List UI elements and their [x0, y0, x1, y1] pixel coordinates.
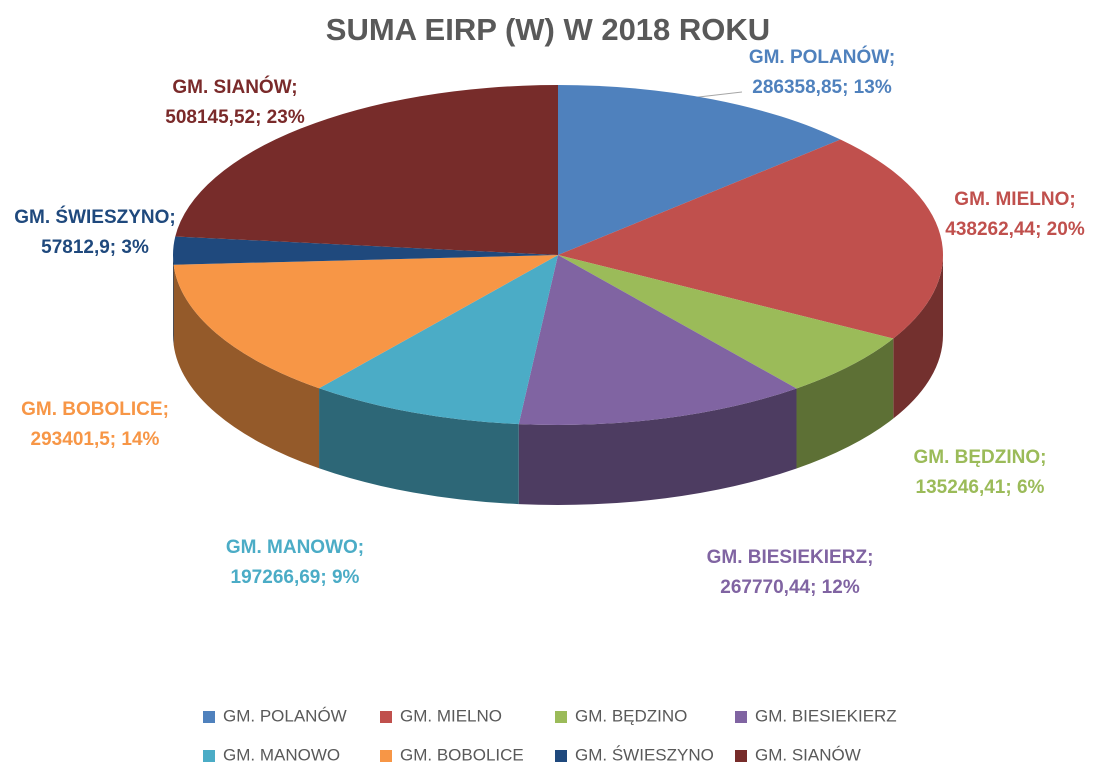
legend-swatch — [203, 750, 215, 762]
slice — [319, 255, 558, 425]
label-separator: ; — [889, 47, 895, 68]
slice-side — [319, 388, 519, 505]
data-label: GM. BĘDZINO; — [914, 447, 1047, 468]
chart-title: SUMA EIRP (W) W 2018 ROKU — [326, 12, 770, 47]
data-label: 286358,85; 13% — [752, 77, 892, 98]
slice-side — [173, 264, 320, 469]
slice — [175, 85, 558, 255]
slice — [558, 255, 894, 389]
data-label: 267770,44; 12% — [720, 577, 860, 598]
label-separator: ; — [291, 77, 297, 98]
slice — [558, 139, 943, 339]
legend-label: GM. BIESIEKIERZ — [755, 706, 897, 725]
label-separator: ; — [1069, 189, 1075, 210]
data-label: 57812,9; 3% — [41, 237, 149, 258]
pie — [173, 85, 943, 505]
slice-side — [893, 255, 943, 419]
data-label: 135246,41; 6% — [916, 477, 1045, 498]
data-label: GM. ŚWIESZYNO; — [14, 206, 176, 228]
slice — [173, 236, 558, 265]
legend-swatch — [735, 711, 747, 723]
label-category: GM. BĘDZINO — [914, 447, 1041, 468]
legend-label: GM. SIANÓW — [755, 745, 861, 764]
data-label: GM. MIELNO; — [954, 189, 1075, 210]
label-separator: ; — [1040, 447, 1046, 468]
slice-side — [518, 388, 797, 505]
data-label: 508145,52; 23% — [165, 107, 305, 128]
legend-swatch — [380, 750, 392, 762]
data-label: GM. MANOWO; — [226, 537, 364, 558]
label-category: GM. ŚWIESZYNO — [14, 206, 169, 228]
legend-label: GM. BĘDZINO — [575, 706, 687, 725]
legend-label: GM. POLANÓW — [223, 706, 347, 725]
label-category: GM. POLANÓW — [749, 46, 889, 68]
legend-label: GM. MANOWO — [223, 745, 340, 764]
label-separator: ; — [163, 399, 169, 420]
slice — [558, 85, 841, 255]
slice — [518, 255, 797, 426]
label-category: GM. SIANÓW — [172, 76, 291, 98]
label-category: GM. MANOWO — [226, 537, 358, 558]
slice-side — [796, 338, 894, 469]
slice-side — [173, 255, 174, 345]
label-separator: ; — [358, 537, 364, 558]
data-label: 197266,69; 9% — [231, 567, 360, 588]
legend-swatch — [555, 711, 567, 723]
data-label: GM. BIESIEKIERZ; — [707, 547, 874, 568]
slice — [173, 255, 558, 389]
legend-label: GM. ŚWIESZYNO — [575, 745, 714, 764]
legend-swatch — [735, 750, 747, 762]
legend-swatch — [555, 750, 567, 762]
legend-label: GM. BOBOLICE — [400, 745, 524, 764]
label-category: GM. BIESIEKIERZ — [707, 547, 868, 568]
data-label: GM. BOBOLICE; — [21, 399, 169, 420]
data-label: GM. SIANÓW; — [172, 76, 297, 98]
data-label: GM. POLANÓW; — [749, 46, 895, 68]
label-separator: ; — [169, 207, 175, 228]
legend-swatch — [380, 711, 392, 723]
legend-label: GM. MIELNO — [400, 706, 502, 725]
label-separator: ; — [867, 547, 873, 568]
data-label: 438262,44; 20% — [945, 219, 1085, 240]
label-category: GM. MIELNO — [954, 189, 1069, 210]
data-label: 293401,5; 14% — [31, 429, 160, 450]
label-category: GM. BOBOLICE — [21, 399, 162, 420]
legend-swatch — [203, 711, 215, 723]
